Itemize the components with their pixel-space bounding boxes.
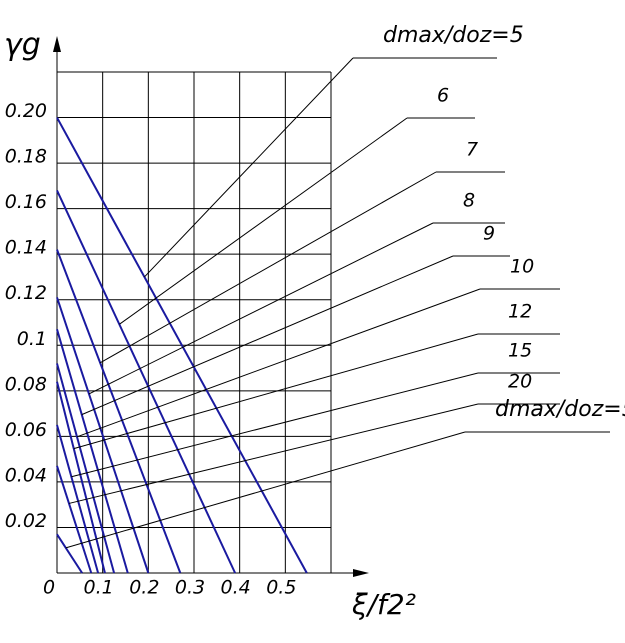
data-line <box>56 249 182 574</box>
leader-line <box>65 431 466 549</box>
y-tick-label: 0.14 <box>5 237 47 259</box>
data-line <box>56 465 93 574</box>
leader-line <box>68 403 479 504</box>
legend-label: 10 <box>510 256 534 278</box>
data-line <box>56 424 100 574</box>
y-tick-label: 0.04 <box>5 464 47 486</box>
y-tick-label: 0.18 <box>5 146 47 168</box>
y-tick-label: 0.16 <box>5 191 47 213</box>
legend-label: 7 <box>466 139 478 161</box>
leader-line <box>99 171 437 364</box>
y-tick-label: 0.06 <box>5 419 47 441</box>
leader-line <box>144 57 354 278</box>
legend-label: 8 <box>463 190 475 212</box>
data-line <box>56 329 129 574</box>
x-tick-label: 0.3 <box>175 577 205 599</box>
x-tick-label: 0.2 <box>129 577 159 599</box>
data-line <box>56 297 150 574</box>
x-tick-label: 0 <box>43 577 55 599</box>
leader-line <box>119 117 408 325</box>
legend-label: 6 <box>437 85 449 107</box>
data-line <box>56 533 83 574</box>
data-line <box>56 189 237 574</box>
leader-line <box>73 333 479 450</box>
data-line <box>56 381 106 574</box>
data-line <box>56 117 308 574</box>
leader-line <box>81 255 454 416</box>
x-arrow <box>353 569 369 577</box>
x-axis-label: ξ/f2² <box>351 588 416 621</box>
x-tick-label: 0.4 <box>221 577 251 599</box>
y-tick-label: 0.20 <box>5 100 47 122</box>
y-tick-label: 0.08 <box>5 373 47 395</box>
legend-label: dmax/doz=50 <box>495 397 625 422</box>
legend-label: 9 <box>483 223 495 245</box>
legend-label: 12 <box>508 301 532 323</box>
legend-label: 15 <box>508 340 532 362</box>
y-tick-label: 0.1 <box>17 328 47 350</box>
x-tick-label: 0.1 <box>84 577 114 599</box>
y-arrow <box>53 36 61 52</box>
legend-label: dmax/doz=5 <box>383 23 524 48</box>
x-tick-label: 0.5 <box>266 577 296 599</box>
leader-line <box>71 372 479 478</box>
leader-line <box>88 222 434 395</box>
leader-line <box>76 288 481 438</box>
y-tick-label: 0.02 <box>5 510 47 532</box>
legend-label: 20 <box>508 371 532 393</box>
y-axis-label: γg <box>4 28 41 63</box>
data-line <box>56 363 116 574</box>
y-tick-label: 0.12 <box>5 282 47 304</box>
